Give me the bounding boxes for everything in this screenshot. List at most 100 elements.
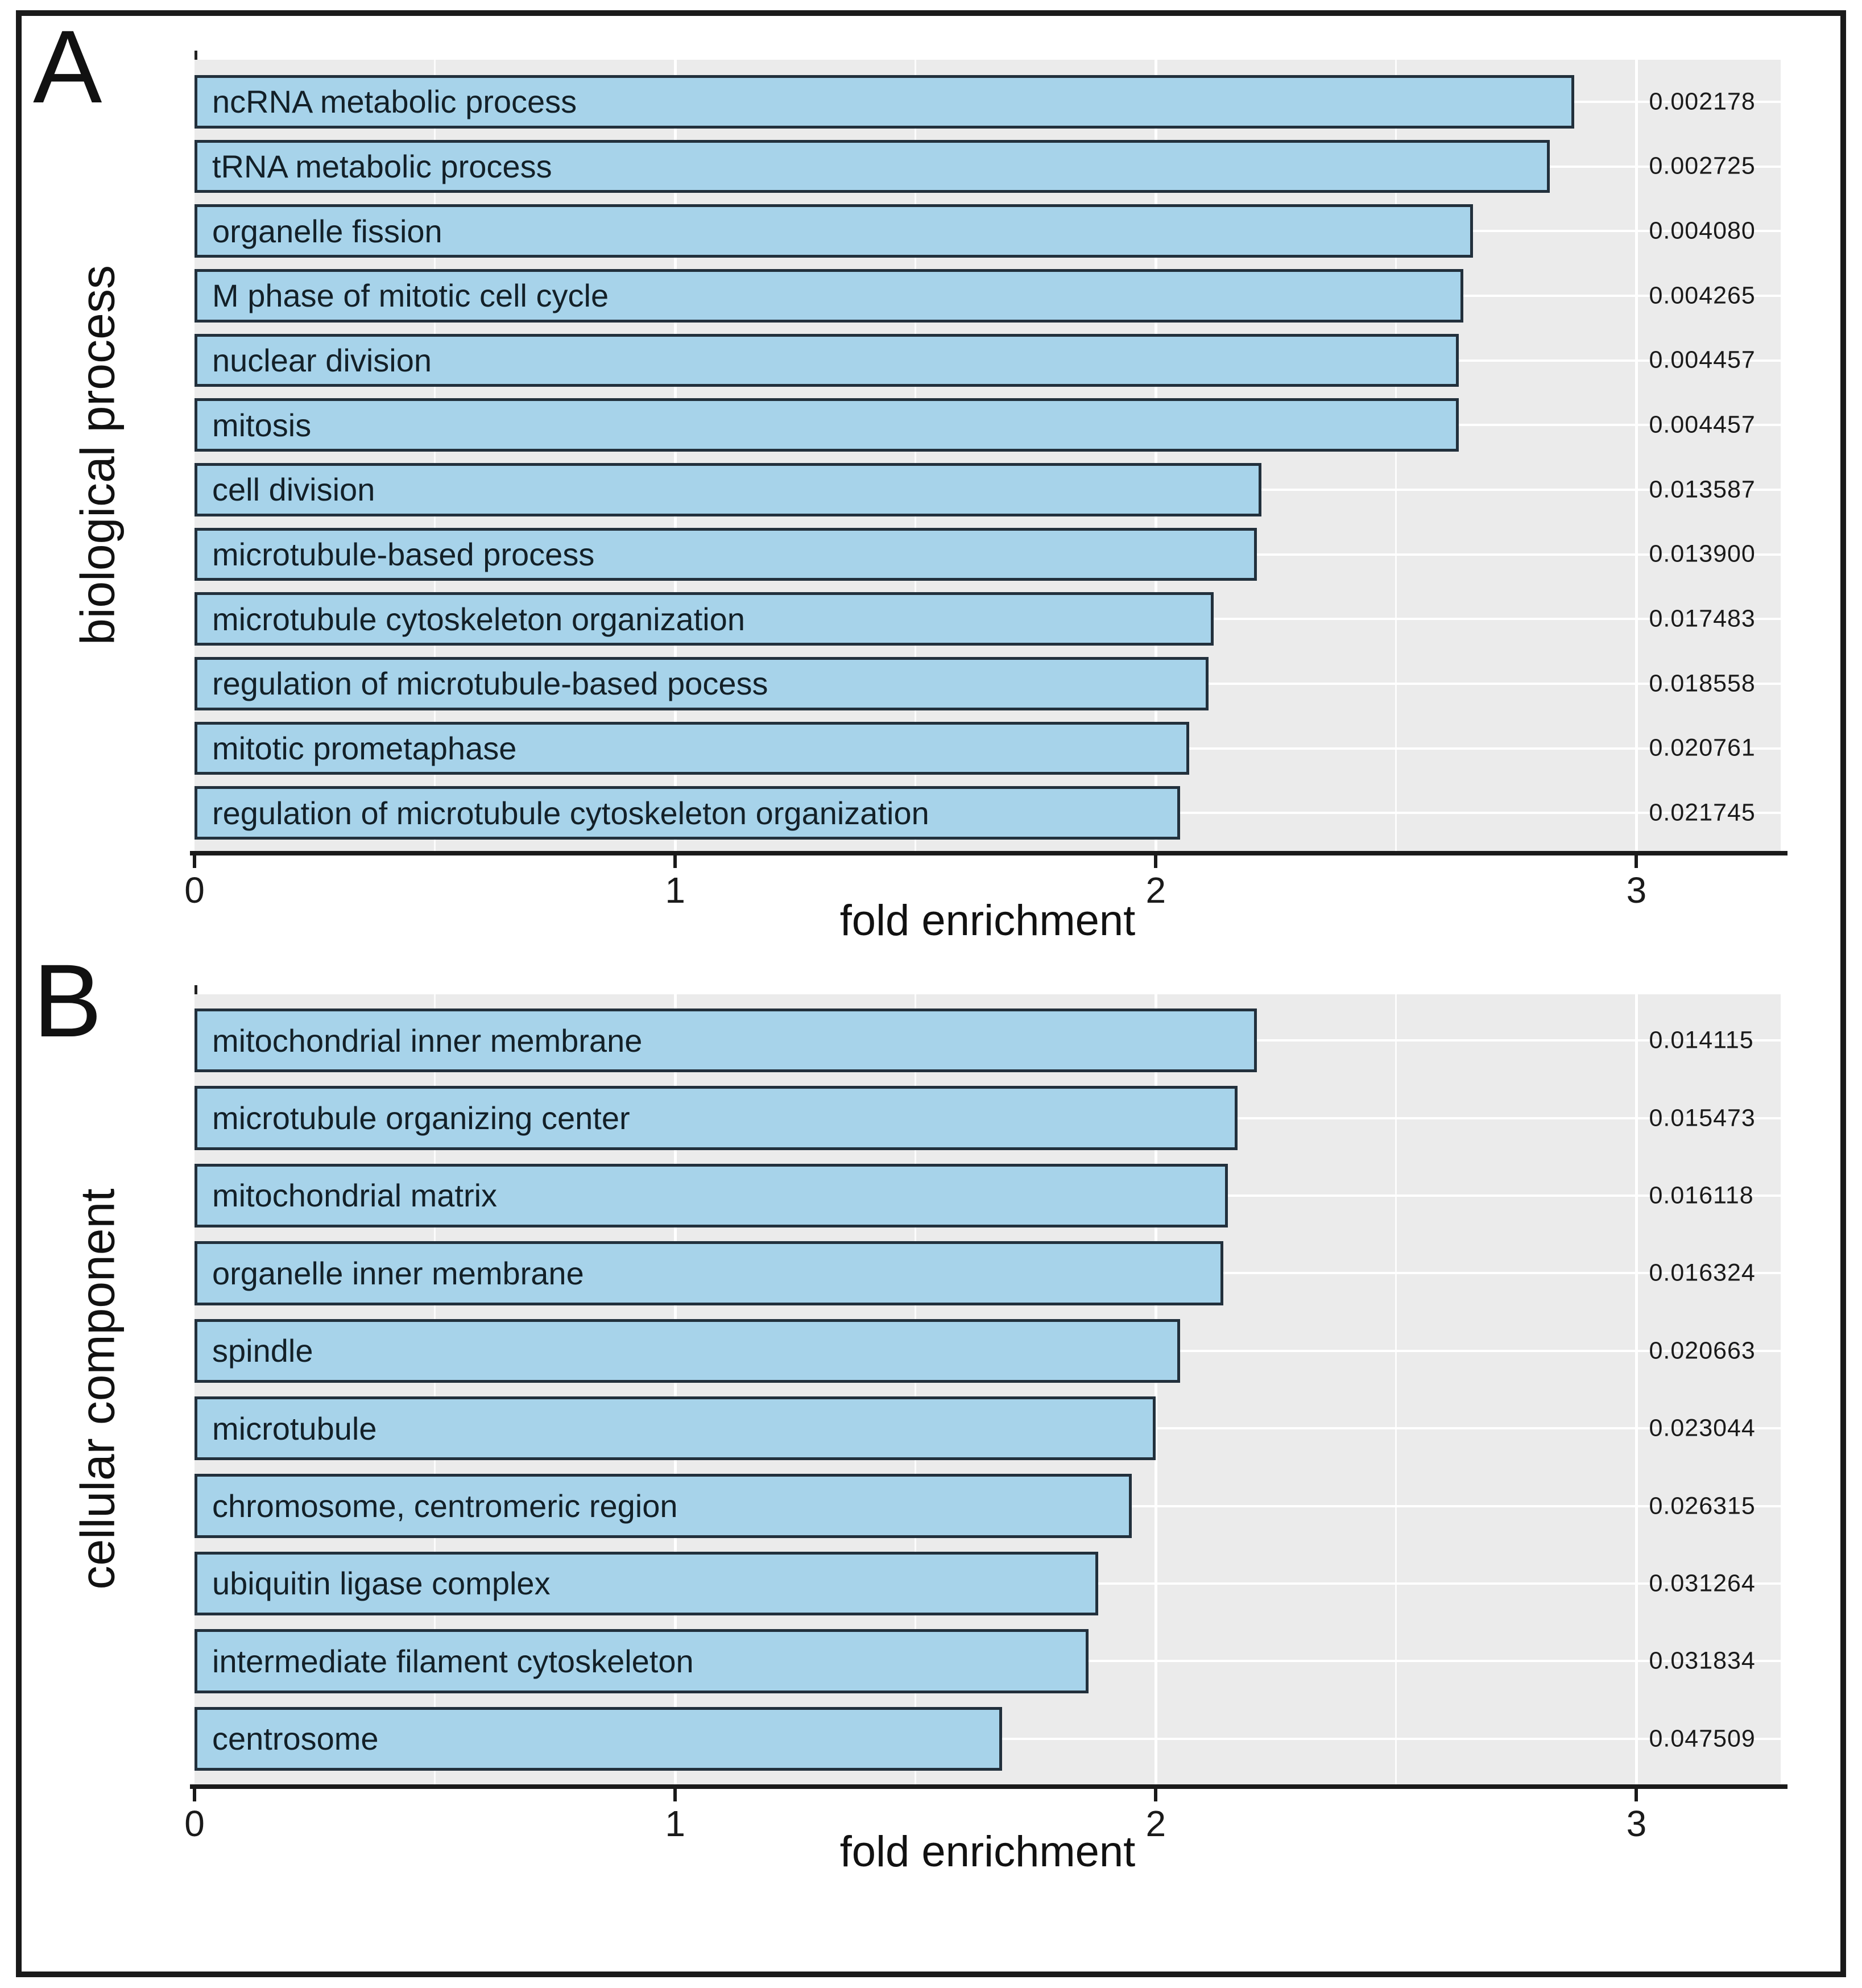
bar: mitochondrial matrix	[195, 1163, 1228, 1228]
bar-row: microtubule cytoskeleton organization 0.…	[195, 592, 1781, 646]
bar-row: mitosis 0.004457	[195, 398, 1781, 452]
panel-b-x-axis-line	[190, 1784, 1787, 1789]
bar-row: tRNA metabolic process 0.002725	[195, 139, 1781, 193]
bar-row: microtubule organizing center 0.015473	[195, 1086, 1781, 1150]
bar-p-value: 0.004080	[1649, 217, 1756, 245]
panel-b-y-axis-top-tick	[195, 985, 197, 994]
bar-category-label: chromosome, centromeric region	[212, 1488, 678, 1524]
bar-category-label: centrosome	[212, 1721, 379, 1757]
bar-row: microtubule 0.023044	[195, 1396, 1781, 1461]
bar-p-value: 0.020663	[1649, 1337, 1756, 1365]
bar-category-label: cell division	[212, 472, 375, 508]
x-axis-tick-mark	[1635, 1789, 1638, 1801]
minor-gridline	[433, 994, 436, 1784]
x-axis-tick-mark	[673, 855, 677, 868]
bar-category-label: organelle fission	[212, 213, 442, 249]
x-axis-tick-label: 1	[665, 1803, 685, 1844]
bar: mitochondrial inner membrane	[195, 1009, 1257, 1073]
x-axis-tick-label: 0	[184, 870, 205, 911]
panel-a-y-axis-title: biological process	[71, 265, 125, 645]
bar-row: regulation of microtubule cytoskeleton o…	[195, 786, 1781, 840]
bar-category-label: mitochondrial matrix	[212, 1177, 498, 1214]
panel-a-x-axis-line	[190, 851, 1787, 855]
x-axis-tick-mark	[1154, 855, 1158, 868]
bar: nuclear division	[195, 333, 1459, 387]
bar-p-value: 0.023044	[1649, 1414, 1756, 1442]
x-axis-tick-mark	[1635, 855, 1638, 868]
bar-category-label: spindle	[212, 1333, 313, 1369]
bar-row: mitochondrial matrix 0.016118	[195, 1163, 1781, 1228]
x-axis-tick-label: 2	[1145, 1803, 1166, 1844]
bar: M phase of mitotic cell cycle	[195, 269, 1464, 323]
bar-row: chromosome, centromeric region 0.026315	[195, 1474, 1781, 1538]
x-axis-tick-label: 3	[1626, 1803, 1647, 1844]
bar-p-value: 0.013587	[1649, 476, 1756, 503]
bar: microtubule-based process	[195, 527, 1257, 581]
panel-b-letter: B	[33, 943, 102, 1059]
panel-a-x-axis-title: fold enrichment	[839, 896, 1136, 945]
bar-p-value: 0.020761	[1649, 734, 1756, 762]
bar-category-label: microtubule	[212, 1410, 377, 1446]
bar-category-label: regulation of microtubule-based pocess	[212, 666, 768, 702]
bar: microtubule organizing center	[195, 1086, 1238, 1150]
x-axis-tick-mark	[193, 855, 196, 868]
bar-p-value: 0.004265	[1649, 282, 1756, 309]
bar-row: centrosome 0.047509	[195, 1706, 1781, 1771]
bar-p-value: 0.026315	[1649, 1492, 1756, 1520]
bar-category-label: microtubule cytoskeleton organization	[212, 601, 745, 637]
bar-p-value: 0.002178	[1649, 88, 1756, 115]
bar-p-value: 0.013900	[1649, 540, 1756, 568]
bar-category-label: ncRNA metabolic process	[212, 84, 577, 120]
bar: centrosome	[195, 1706, 1002, 1771]
bar-p-value: 0.047509	[1649, 1725, 1756, 1753]
panel-b-plot-area: mitochondrial inner membrane 0.014115 mi…	[184, 985, 1787, 1844]
bar-row: mitotic prometaphase 0.020761	[195, 721, 1781, 775]
bar-p-value: 0.016118	[1649, 1181, 1754, 1209]
x-axis-tick-mark	[193, 1789, 196, 1801]
panel-a-y-axis-top-tick	[195, 51, 197, 60]
x-axis-tick-mark	[1154, 1789, 1158, 1801]
bar-category-label: nuclear division	[212, 342, 432, 378]
x-axis-tick-label: 1	[665, 870, 685, 911]
x-axis-tick-mark	[673, 1789, 677, 1801]
bar: cell division	[195, 463, 1262, 516]
bar-category-label: microtubule organizing center	[212, 1100, 630, 1136]
bar-row: nuclear division 0.004457	[195, 333, 1781, 387]
bar-category-label: ubiquitin ligase complex	[212, 1565, 551, 1602]
bar: ncRNA metabolic process	[195, 75, 1574, 129]
bar-category-label: M phase of mitotic cell cycle	[212, 278, 609, 314]
minor-gridline	[433, 60, 436, 851]
bar: mitosis	[195, 398, 1459, 452]
bar-row: mitochondrial inner membrane 0.014115	[195, 1009, 1781, 1073]
panel-b-y-axis-title: cellular component	[71, 1188, 125, 1590]
panel-b-x-axis-title: fold enrichment	[839, 1828, 1136, 1876]
bar: chromosome, centromeric region	[195, 1474, 1132, 1538]
bar-row: organelle fission 0.004080	[195, 204, 1781, 258]
bar-category-label: intermediate filament cytoskeleton	[212, 1643, 694, 1679]
bar-p-value: 0.031834	[1649, 1647, 1756, 1675]
bar: spindle	[195, 1319, 1180, 1383]
bar: tRNA metabolic process	[195, 139, 1550, 193]
bar-p-value: 0.015473	[1649, 1104, 1756, 1132]
bar: microtubule	[195, 1396, 1156, 1461]
bar-row: ncRNA metabolic process 0.002178	[195, 75, 1781, 129]
bar: regulation of microtubule cytoskeleton o…	[195, 786, 1180, 840]
bar-p-value: 0.021745	[1649, 799, 1756, 826]
bar-p-value: 0.031264	[1649, 1569, 1756, 1597]
bar-row: ubiquitin ligase complex 0.031264	[195, 1551, 1781, 1616]
minor-gridline	[914, 994, 916, 1784]
bar-p-value: 0.018558	[1649, 669, 1756, 697]
major-gridline	[1635, 994, 1638, 1784]
major-gridline	[674, 994, 677, 1784]
major-gridline	[1155, 60, 1158, 851]
bar-category-label: microtubule-based process	[212, 536, 595, 572]
bar-category-label: tRNA metabolic process	[212, 148, 552, 184]
bar-row: cell division 0.013587	[195, 463, 1781, 516]
bar-category-label: organelle inner membrane	[212, 1255, 584, 1291]
panel-a-plot-area: ncRNA metabolic process 0.002178 tRNA me…	[184, 51, 1787, 911]
minor-gridline	[1395, 60, 1397, 851]
bar-row: intermediate filament cytoskeleton 0.031…	[195, 1629, 1781, 1693]
bar-p-value: 0.017483	[1649, 605, 1756, 633]
bar: intermediate filament cytoskeleton	[195, 1629, 1089, 1693]
bar-row: regulation of microtubule-based pocess 0…	[195, 657, 1781, 710]
